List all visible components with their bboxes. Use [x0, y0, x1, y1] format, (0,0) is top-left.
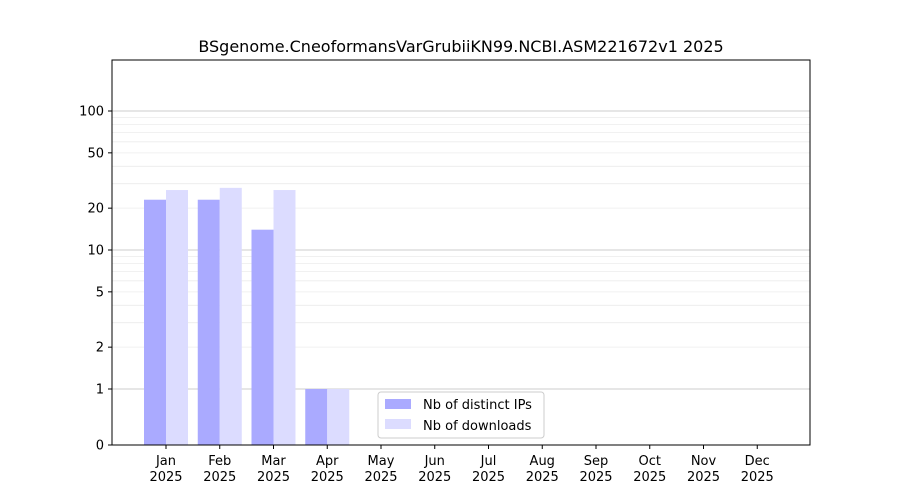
- bar-distinct-ips: [197, 199, 220, 445]
- legend-swatch-downloads: [385, 419, 411, 429]
- x-tick-label: Nov 2025: [687, 454, 720, 485]
- legend-swatch-ips: [385, 399, 411, 409]
- y-tick-label: 50: [87, 146, 104, 161]
- y-tick-label: 20: [87, 202, 104, 217]
- x-tick-label: Aug 2025: [526, 454, 559, 485]
- bar-downloads: [166, 190, 188, 445]
- bar-distinct-ips: [144, 199, 166, 445]
- x-tick-label: Mar 2025: [257, 454, 290, 485]
- y-tick-label: 0: [96, 439, 104, 454]
- bar-downloads: [219, 187, 242, 445]
- x-tick-label: Sep 2025: [579, 454, 612, 485]
- x-tick-label: Apr 2025: [311, 454, 344, 485]
- y-tick-label: 10: [87, 244, 104, 259]
- x-tick-label: Jan 2025: [149, 454, 182, 485]
- y-axis: 0 1 2 5 10 20 50 100: [79, 105, 112, 454]
- legend-label-downloads: Nb of downloads: [423, 419, 532, 434]
- x-tick-label: Oct 2025: [633, 454, 666, 485]
- legend-label-ips: Nb of distinct IPs: [423, 398, 532, 413]
- bar-distinct-ips: [251, 229, 274, 445]
- x-tick-label: Jun 2025: [418, 454, 451, 485]
- legend: Nb of distinct IPs Nb of downloads: [377, 391, 545, 439]
- x-axis: Jan 2025 Feb 2025 Mar 2025 Apr 2025 May 2025 Jun 20…: [149, 445, 774, 485]
- x-tick-label: Dec 2025: [741, 454, 774, 485]
- y-tick-label: 5: [96, 285, 104, 300]
- y-tick-label: 100: [79, 105, 104, 120]
- x-tick-label: May 2025: [364, 454, 397, 485]
- y-tick-label: 2: [96, 341, 104, 356]
- chart-title: BSgenome.CneoformansVarGrubiiKN99.NCBI.A…: [198, 37, 723, 56]
- y-tick-label: 1: [96, 383, 104, 398]
- bar-distinct-ips: [305, 389, 328, 445]
- bar-downloads: [327, 389, 350, 445]
- bars: [144, 187, 350, 445]
- plot-frame: [111, 59, 811, 446]
- bar-downloads: [273, 190, 296, 445]
- x-tick-label: Jul 2025: [472, 454, 505, 485]
- legend-box: [377, 391, 545, 439]
- x-tick-label: Feb 2025: [203, 454, 236, 485]
